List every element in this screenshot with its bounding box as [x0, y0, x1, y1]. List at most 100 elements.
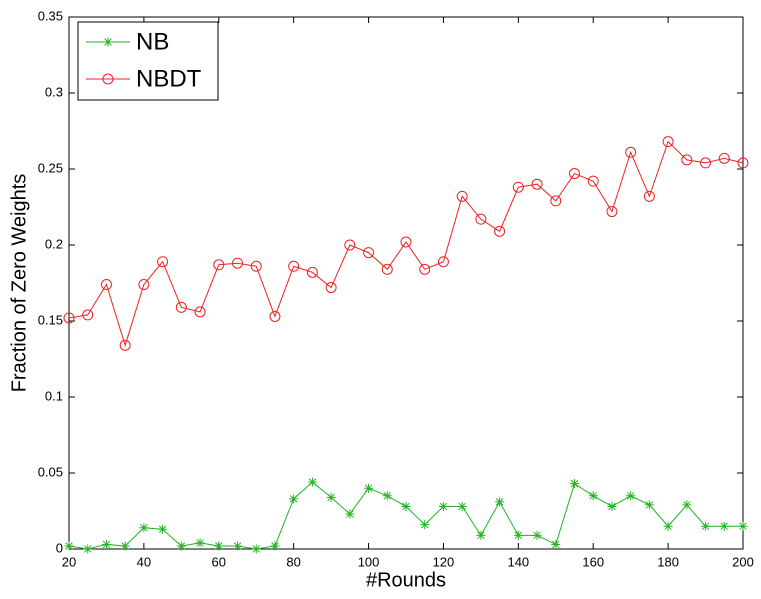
data-point — [64, 541, 74, 551]
data-point — [438, 501, 448, 511]
data-point — [381, 263, 393, 275]
legend-marker — [103, 37, 113, 47]
data-point — [175, 301, 187, 313]
data-point — [138, 279, 150, 291]
x-tick-label: 60 — [212, 554, 226, 569]
x-tick-label: 100 — [358, 554, 380, 569]
data-point — [475, 213, 487, 225]
y-tick-label: 0.3 — [45, 84, 63, 99]
data-point — [82, 309, 94, 321]
data-point — [158, 524, 168, 534]
data-point — [233, 541, 242, 551]
data-point — [662, 136, 674, 148]
data-point — [194, 306, 206, 318]
data-point — [606, 206, 618, 218]
x-tick-label: 160 — [582, 554, 604, 569]
data-point — [494, 225, 506, 237]
data-point — [325, 282, 337, 294]
x-tick-label: 40 — [137, 554, 151, 569]
data-point — [550, 195, 562, 207]
data-point — [288, 260, 300, 272]
data-point — [270, 541, 280, 551]
data-point — [139, 523, 149, 533]
data-point — [718, 152, 730, 164]
y-tick-label: 0.25 — [38, 160, 63, 175]
data-point — [495, 497, 505, 507]
data-point — [344, 239, 356, 251]
data-point — [625, 146, 637, 158]
data-point — [681, 154, 693, 166]
data-point — [401, 501, 411, 511]
y-tick-label: 0.05 — [38, 464, 63, 479]
x-tick-label: 20 — [62, 554, 76, 569]
data-point — [307, 477, 317, 487]
data-point — [701, 521, 711, 531]
data-point — [643, 190, 655, 202]
legend-box — [77, 21, 219, 101]
data-point — [364, 483, 374, 493]
data-point — [532, 530, 542, 540]
data-point — [737, 157, 749, 169]
data-point — [437, 256, 449, 268]
data-point — [738, 521, 748, 531]
data-point — [587, 175, 599, 187]
legend-label: NBDT — [136, 65, 202, 92]
x-tick-label: 80 — [286, 554, 300, 569]
data-point — [513, 530, 523, 540]
y-tick-label: 0.35 — [38, 8, 63, 23]
data-point — [345, 509, 355, 519]
data-point — [644, 500, 654, 510]
data-point — [419, 263, 431, 275]
data-point — [382, 491, 392, 501]
x-tick-label: 180 — [657, 554, 679, 569]
legend-label: NB — [136, 28, 169, 55]
data-point — [588, 491, 598, 501]
data-point — [420, 520, 430, 530]
data-point — [251, 544, 261, 554]
data-point — [607, 501, 617, 511]
x-tick-label: 140 — [507, 554, 529, 569]
data-point — [531, 178, 543, 190]
y-tick-label: 0 — [56, 540, 63, 555]
data-point — [83, 544, 93, 554]
data-point — [476, 530, 486, 540]
data-point — [214, 541, 224, 551]
data-point — [551, 539, 561, 549]
series-line — [68, 140, 744, 348]
data-point — [176, 541, 186, 551]
data-point — [326, 492, 336, 502]
data-point — [119, 339, 131, 351]
data-point — [269, 310, 281, 322]
data-point — [512, 181, 524, 193]
data-point — [626, 491, 636, 501]
data-point — [700, 157, 712, 169]
data-point — [456, 190, 468, 202]
x-tick-label: 120 — [433, 554, 455, 569]
data-point — [363, 247, 375, 259]
data-point — [120, 541, 130, 551]
y-tick-label: 0.1 — [45, 388, 63, 403]
data-point — [719, 521, 729, 531]
data-point — [457, 501, 467, 511]
data-point — [306, 266, 318, 278]
x-axis-title: #Rounds — [366, 569, 446, 591]
data-point — [570, 479, 579, 489]
data-point — [101, 539, 111, 549]
plot-area — [68, 16, 744, 550]
data-point — [213, 259, 225, 271]
y-tick-label: 0.15 — [38, 312, 63, 327]
data-point — [250, 260, 262, 272]
data-point — [289, 494, 299, 504]
y-axis-title: Fraction of Zero Weights — [8, 174, 30, 393]
x-tick-label: 200 — [732, 554, 754, 569]
data-point — [232, 257, 243, 269]
data-point — [100, 279, 112, 291]
data-point — [663, 521, 673, 531]
legend-marker — [102, 73, 114, 85]
data-point — [63, 312, 75, 324]
data-point — [569, 168, 580, 180]
data-point — [157, 256, 169, 268]
y-tick-label: 0.2 — [45, 236, 63, 251]
data-point — [400, 236, 412, 248]
